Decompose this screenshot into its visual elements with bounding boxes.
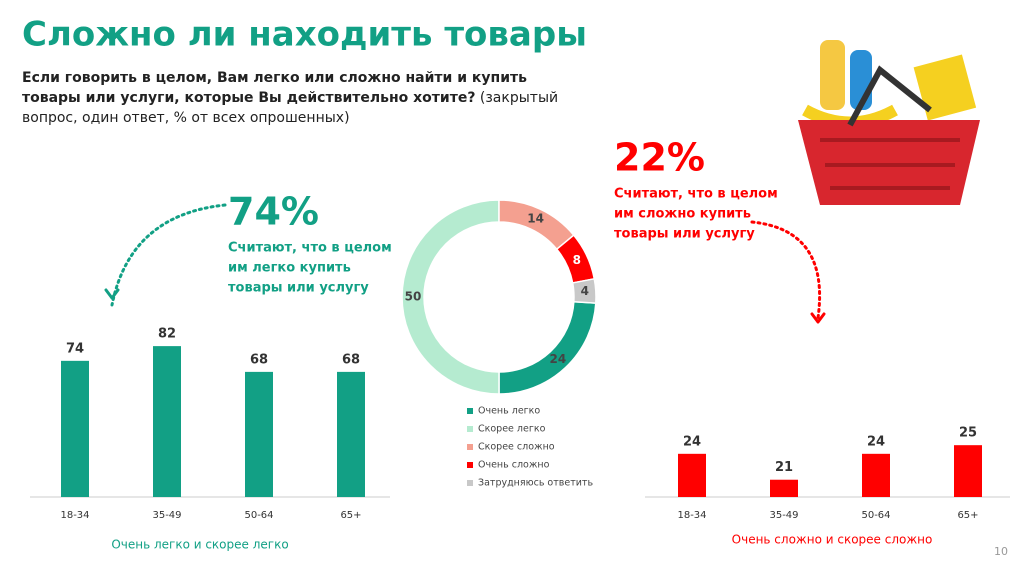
donut-slice: [498, 300, 597, 395]
callout-text: товары или услугу: [614, 227, 755, 242]
value-label: 21: [775, 460, 793, 475]
value-label: 82: [158, 327, 176, 342]
bar: [954, 445, 982, 497]
legend-swatch: [467, 480, 473, 486]
question: Если говорить в целом, Вам легко или сло…: [22, 68, 567, 128]
x-tick-label: 65+: [340, 510, 361, 521]
value-label: 8: [573, 253, 581, 267]
value-label: 68: [250, 352, 268, 367]
value-label: 68: [342, 352, 360, 367]
bar: [337, 371, 365, 497]
value-label: 25: [959, 426, 977, 441]
callout-text: Считают, что в целом: [228, 241, 392, 256]
chart-caption: Очень легко и скорее легко: [111, 538, 288, 552]
value-label: 24: [867, 434, 885, 449]
x-tick-label: 65+: [957, 510, 978, 521]
donut-slice: [401, 199, 500, 395]
value-label: 14: [527, 212, 544, 226]
bar: [862, 453, 890, 497]
donut-slice: [571, 277, 597, 304]
callout-text: им легко купить: [228, 261, 351, 276]
question-bold: Если говорить в целом, Вам легко или сло…: [22, 70, 527, 106]
x-tick-label: 50-64: [244, 510, 273, 521]
legend-label: Скорее сложно: [478, 442, 555, 453]
legend-swatch: [467, 408, 473, 414]
bar: [770, 479, 798, 497]
x-tick-label: 35-49: [769, 510, 798, 521]
value-label: 24: [550, 352, 567, 366]
value-label: 24: [683, 434, 701, 449]
callout-value: 22%: [614, 136, 705, 180]
x-tick-label: 18-34: [677, 510, 706, 521]
callout-text: товары или услугу: [228, 281, 369, 296]
x-tick-label: 35-49: [152, 510, 181, 521]
slide-title: Сложно ли находить товары: [22, 15, 587, 55]
arrow: [750, 220, 822, 320]
arrow-head: [810, 312, 826, 324]
arrow-head: [104, 288, 120, 300]
basket-icon: [798, 40, 980, 205]
bar: [61, 360, 89, 497]
bar: [678, 453, 706, 497]
arrow: [110, 203, 227, 307]
value-label: 50: [405, 290, 422, 304]
callout-value: 74%: [228, 190, 319, 234]
x-tick-label: 18-34: [60, 510, 89, 521]
legend-label: Очень легко: [478, 406, 540, 417]
bar: [153, 346, 181, 497]
legend-swatch: [467, 444, 473, 450]
legend-label: Скорее легко: [478, 424, 546, 435]
callout-text: им сложно купить: [614, 207, 751, 222]
page-number: 10: [994, 545, 1008, 558]
legend-swatch: [467, 426, 473, 432]
legend-swatch: [467, 462, 473, 468]
callout-text: Считают, что в целом: [614, 187, 778, 202]
legend-label: Затрудняюсь ответить: [478, 478, 593, 489]
value-label: 4: [581, 284, 589, 298]
question-note: (закрытый вопрос, один ответ, % от всех …: [22, 90, 559, 126]
value-label: 74: [66, 341, 84, 356]
bar: [245, 371, 273, 497]
legend-label: Очень сложно: [478, 460, 550, 471]
x-tick-label: 50-64: [861, 510, 890, 521]
chart-caption: Очень сложно и скорее сложно: [732, 533, 933, 547]
